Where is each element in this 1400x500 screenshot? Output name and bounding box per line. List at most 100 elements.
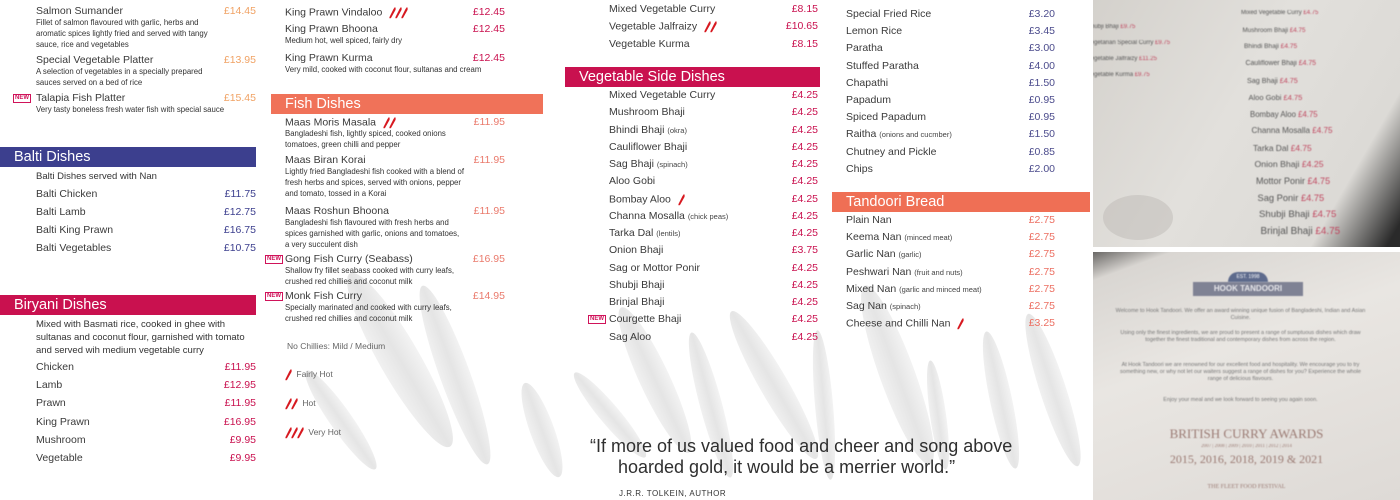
menu-item: Talapia Fish Platter	[36, 92, 125, 105]
menu-item-price: £2.75	[1028, 282, 1055, 295]
menu-item-price: £4.25	[791, 140, 818, 153]
photo-menu-item: Mushroom Bhaji £4.75	[1243, 27, 1306, 34]
menu-item-name: Chips	[846, 162, 873, 175]
menu-item-price: £10.65	[785, 20, 818, 32]
menu-item-price: £11.95	[473, 205, 505, 217]
menu-item: Balti Lamb	[36, 206, 86, 219]
menu-item-name: Balti King Prawn	[36, 224, 114, 236]
menu-item: King Prawn Kurma	[285, 52, 373, 65]
menu-item-description: Bangladeshi fish, lightly spiced, cooked…	[285, 129, 446, 149]
menu-item: Mixed Vegetable Curry	[609, 89, 715, 102]
menu-item: King Prawn	[36, 416, 90, 429]
menu-item-description: Specially marinated and cooked with curr…	[285, 303, 452, 323]
photo-menu-item: Vegetarian Special Curry £9.75	[1093, 40, 1170, 46]
photo-menu-item: Cauliflower Bhaji £4.75	[1246, 60, 1317, 67]
welcome-paragraph: Using only the finest ingredients, we ar…	[1120, 330, 1361, 343]
menu-item-price: £12.75	[223, 206, 256, 218]
section-header: Biryani Dishes	[0, 295, 256, 315]
menu-item-price: £11.95	[224, 397, 256, 409]
logo-est-badge: EST. 1998	[1228, 272, 1268, 282]
menu-item-description: Bangladeshi fish flavoured with fresh he…	[285, 218, 460, 249]
photo-menu-item: Channa Mosalla £4.75	[1252, 126, 1333, 135]
menu-item: Vegetable Kurma	[609, 38, 690, 51]
menu-item-price: £15.45	[223, 92, 256, 104]
menu-item-name: Paratha	[846, 42, 883, 55]
menu-item-price: £1.50	[1028, 76, 1055, 89]
menu-item-name: Brinjal Bhaji	[609, 296, 665, 308]
chili-legend-label: Hot	[302, 398, 316, 408]
photo-item-price: £4.75	[1289, 26, 1306, 34]
menu-item: Lamb	[36, 379, 62, 392]
menu-item-name: Mushroom	[36, 434, 86, 446]
menu-item-price: £4.25	[791, 123, 818, 136]
menu-item-name: Gong Fish Curry (Seabass)	[285, 253, 413, 265]
photo-item-name: Vegetable Jalfraizy	[1093, 56, 1138, 62]
menu-item: Papadum	[846, 94, 891, 107]
menu-item-price: £0.95	[1028, 94, 1055, 106]
menu-item: Raitha (onions and cucmber)	[846, 128, 952, 141]
photo-item-price: £4.75	[1312, 126, 1333, 136]
menu-item-name: Mixed Vegetable Curry	[609, 3, 716, 15]
menu-item-description: Very mild, cooked with coconut flour, su…	[285, 65, 482, 74]
menu-item-price: £4.00	[1028, 59, 1055, 72]
menu-item: Shubji Bhaji	[609, 279, 664, 292]
menu-item: Chapathi	[846, 77, 888, 90]
menu-item: Maas Biran Korai	[285, 154, 366, 167]
section-header: Vegetable Side Dishes	[565, 67, 820, 87]
menu-item: Salmon Sumander	[36, 5, 123, 18]
menu-item-name: Mushroom Bhaji	[609, 106, 685, 119]
menu-item-name: Maas Biran Korai	[285, 154, 366, 166]
chili-icon	[285, 369, 292, 381]
menu-item-price: £9.95	[229, 452, 256, 464]
menu-item-name: Monk Fish Curry	[285, 290, 363, 302]
welcome-paragraph: At Hook Tandoori we are renowned for our…	[1120, 362, 1361, 382]
menu-item-price: £11.95	[224, 361, 256, 373]
photo-menu-item: Brinjal Bhaji £4.75	[1261, 226, 1341, 237]
menu-page: Salmon Sumander £14.45 Fillet of salmon fl…	[0, 3, 1091, 498]
welcome-paragraph: Welcome to Hook Tandoori. We offer an aw…	[1115, 308, 1366, 321]
menu-item-price: £2.00	[1028, 162, 1055, 175]
menu-item-price: £13.95	[223, 54, 256, 66]
menu-item-name: Sag Nan	[846, 300, 887, 312]
photo-menu-item: Bombay Aloo £4.75	[1250, 110, 1318, 119]
festival-title: THE FLEET FOOD FESTIVAL	[1207, 484, 1286, 490]
menu-item-note: (okra)	[667, 125, 687, 135]
menu-item-note: (spinach)	[889, 302, 921, 311]
menu-item-name: Chicken	[36, 361, 74, 373]
menu-item: Channa Mosalla (chick peas)	[609, 210, 728, 223]
chili-icon	[389, 7, 408, 19]
menu-item: Maas Roshun Bhoona	[285, 205, 389, 218]
menu-item: Special Fried Rice	[846, 8, 931, 21]
photo-item-price: £9.75	[1120, 24, 1136, 30]
photo-menu-item: Vegetable Kurma £9.75	[1093, 72, 1150, 78]
photo-item-name: Sag Bhaji	[1247, 76, 1278, 86]
menu-item-description: Lightly fried Bangladeshi fish cooked wi…	[285, 167, 465, 198]
chili-legend-item: Hot	[278, 397, 316, 410]
menu-item-price: £16.95	[472, 253, 505, 265]
menu-item-price: £2.75	[1028, 265, 1055, 278]
menu-item-name: Vegetable Kurma	[609, 38, 690, 50]
menu-item-name: Papadum	[846, 94, 891, 106]
menu-item: Gong Fish Curry (Seabass)	[285, 253, 413, 266]
menu-item: Plain Nan	[846, 214, 892, 227]
menu-item-price: £4.25	[791, 261, 818, 274]
photo-item-name: Bombay Aloo	[1250, 109, 1296, 119]
menu-item: Tarka Dal (lentils)	[609, 227, 680, 240]
menu-item-price: £11.95	[473, 154, 505, 166]
photo-menu-item: Vegetable Jalfraizy £11.25	[1093, 56, 1157, 62]
crab-sketch-illustration	[1103, 195, 1173, 240]
chili-icon	[285, 398, 298, 410]
photo-item-price: £4.75	[1312, 209, 1337, 221]
menu-item: Courgette Bhaji	[609, 313, 681, 326]
menu-item-name: Mixed Nan	[846, 282, 897, 295]
menu-item: Balti Chicken	[36, 188, 97, 201]
menu-item-name: King Prawn Bhoona	[285, 23, 378, 35]
menu-item: Spiced Papadum	[846, 111, 926, 124]
menu-item-description: Very tasty boneless fresh water fish wit…	[36, 105, 225, 114]
menu-item-name: Prawn	[36, 397, 66, 409]
menu-item: Balti Vegetables	[36, 242, 111, 255]
chili-icon	[704, 21, 717, 33]
menu-item-name: King Prawn Kurma	[285, 52, 373, 64]
menu-item: Sag Aloo	[609, 331, 651, 344]
awards-years: 2015, 2016, 2018, 2019 & 2021	[1169, 452, 1324, 466]
